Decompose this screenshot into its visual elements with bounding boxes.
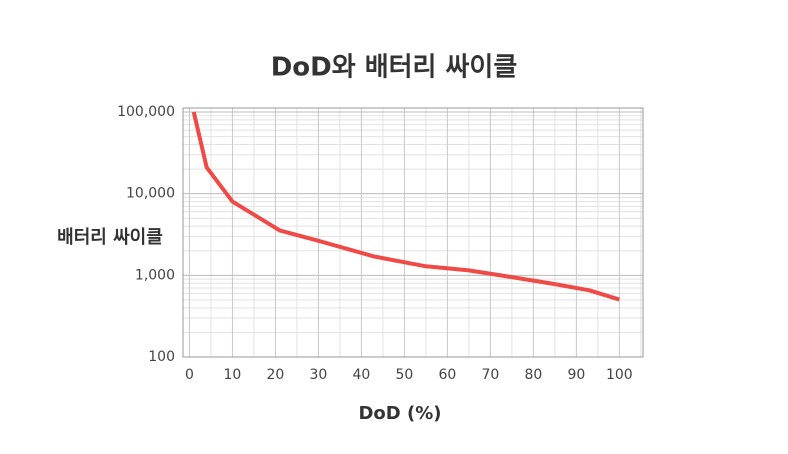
- x-tick-label: 10: [224, 367, 242, 383]
- chart-title: DoD와 배터리 싸이클: [271, 53, 518, 83]
- y-tick-label: 10,000: [126, 186, 175, 202]
- x-tick-label: 60: [438, 367, 456, 383]
- y-tick-label: 100: [148, 349, 175, 365]
- x-tick-label: 70: [481, 367, 499, 383]
- x-tick-label: 20: [267, 367, 285, 383]
- y-tick-label: 1,000: [135, 267, 175, 283]
- x-tick-label: 40: [352, 367, 370, 383]
- x-axis-title: DoD (%): [358, 403, 441, 424]
- x-tick-label: 50: [395, 367, 413, 383]
- plot-frame: [182, 107, 644, 358]
- data-line: [191, 111, 620, 302]
- y-tick-label: 100,000: [117, 104, 175, 120]
- x-tick-label: 0: [185, 367, 194, 383]
- x-tick-label: 100: [606, 367, 633, 383]
- x-tick-label: 90: [567, 367, 585, 383]
- x-tick-label: 80: [524, 367, 542, 383]
- y-axis-title: 배터리 싸이클: [57, 227, 163, 248]
- x-tick-label: 30: [310, 367, 328, 383]
